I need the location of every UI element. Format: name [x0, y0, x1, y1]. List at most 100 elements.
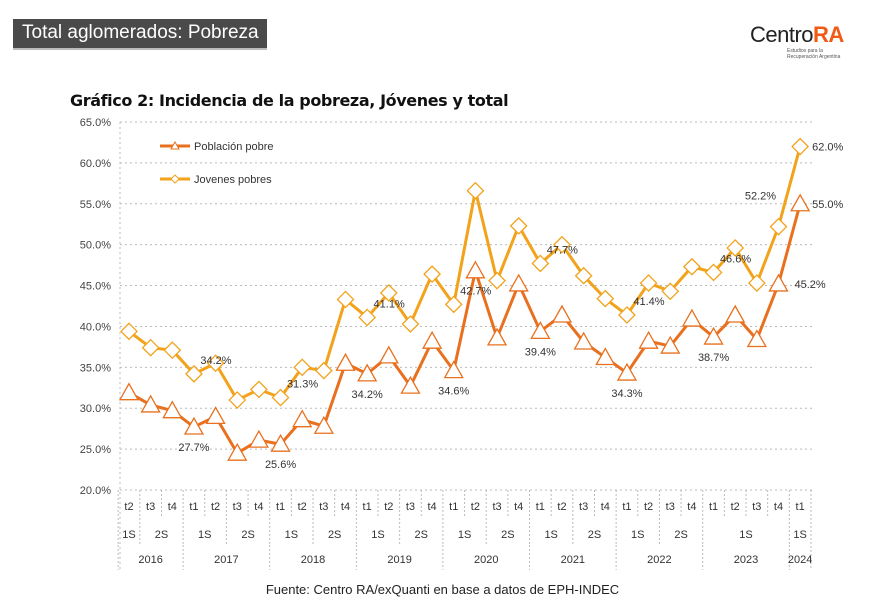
- year-label: 2017: [214, 554, 238, 566]
- data-point-jovenes-pobres: [596, 289, 615, 308]
- semester-label: 1S: [458, 529, 471, 541]
- data-label-poblacion-pobre: 34.3%: [611, 388, 642, 400]
- logo-tagline: Recuperación Argentina: [787, 54, 841, 60]
- data-point-poblacion-pobre: [248, 429, 270, 448]
- data-label-jovenes-pobres: 46.6%: [720, 253, 751, 265]
- data-label-poblacion-pobre: 55.0%: [812, 199, 843, 211]
- data-point-poblacion-pobre: [292, 409, 313, 428]
- data-point-poblacion-pobre: [162, 400, 183, 419]
- data-point-jovenes-pobres: [163, 341, 182, 360]
- y-tick-label: 65.0%: [80, 117, 111, 129]
- y-tick-label: 55.0%: [80, 199, 111, 211]
- quarter-label: t2: [211, 501, 220, 513]
- quarter-label: t1: [363, 501, 372, 513]
- quarter-label: t3: [752, 501, 761, 513]
- y-tick-label: 25.0%: [80, 444, 111, 456]
- data-point-poblacion-pobre: [313, 415, 334, 434]
- data-point-poblacion-pobre: [725, 304, 746, 323]
- data-point-jovenes-pobres: [120, 322, 138, 341]
- data-point-jovenes-pobres: [249, 380, 268, 399]
- semester-label: 2S: [588, 529, 601, 541]
- quarter-label: t3: [406, 501, 415, 513]
- data-point-poblacion-pobre: [357, 363, 378, 382]
- quarter-label: t2: [557, 501, 566, 513]
- quarter-label: t1: [796, 501, 805, 513]
- quarter-label: t2: [731, 501, 740, 513]
- legend-label-jovenes-pobres: Jovenes pobres: [194, 174, 272, 186]
- data-point-poblacion-pobre: [703, 326, 724, 345]
- section-banner: Total aglomerados: Pobreza: [13, 19, 267, 50]
- quarter-label: t4: [341, 501, 350, 513]
- data-point-jovenes-pobres: [271, 388, 290, 407]
- data-label-poblacion-pobre: 38.7%: [698, 352, 729, 364]
- data-point-poblacion-pobre: [681, 308, 703, 327]
- semester-label: 1S: [631, 529, 644, 541]
- data-point-poblacion-pobre: [746, 329, 767, 348]
- data-point-jovenes-pobres: [444, 295, 463, 314]
- data-point-poblacion-pobre: [790, 193, 811, 212]
- data-point-jovenes-pobres: [769, 217, 788, 236]
- semester-label: 1S: [285, 529, 298, 541]
- data-point-poblacion-pobre: [118, 382, 140, 401]
- quarter-label: t3: [233, 501, 242, 513]
- year-label: 2016: [138, 554, 162, 566]
- data-label-jovenes-pobres: 62.0%: [812, 142, 843, 154]
- data-point-jovenes-pobres: [726, 239, 745, 257]
- data-point-poblacion-pobre: [400, 375, 421, 394]
- data-point-poblacion-pobre: [205, 406, 226, 425]
- y-tick-label: 45.0%: [80, 281, 111, 293]
- y-tick-label: 60.0%: [80, 158, 111, 170]
- quarter-label: t3: [666, 501, 675, 513]
- data-point-poblacion-pobre: [768, 273, 789, 292]
- data-label-poblacion-pobre: 45.2%: [795, 279, 826, 291]
- data-label-jovenes-pobres: 31.3%: [287, 379, 318, 391]
- chart-title: Gráfico 2: Incidencia de la pobreza, Jóv…: [70, 91, 509, 110]
- data-point-jovenes-pobres: [488, 271, 506, 290]
- year-label: 2022: [647, 554, 671, 566]
- legend-marker-jovenes-pobres: [170, 174, 180, 184]
- year-label: 2023: [734, 554, 758, 566]
- data-point-poblacion-pobre: [335, 352, 356, 371]
- y-tick-label: 40.0%: [80, 321, 111, 333]
- quarter-label: t2: [298, 501, 307, 513]
- data-point-poblacion-pobre: [378, 345, 399, 364]
- semester-label: 1S: [544, 529, 557, 541]
- centro-ra-logo: CentroRA Estudios para la Recuperación A…: [750, 22, 870, 68]
- data-point-jovenes-pobres: [228, 391, 247, 409]
- data-label-poblacion-pobre: 25.6%: [265, 459, 296, 471]
- semester-label: 1S: [739, 529, 752, 541]
- quarter-label: t1: [622, 501, 631, 513]
- data-point-jovenes-pobres: [682, 257, 701, 276]
- legend-label-poblacion-pobre: Población pobre: [194, 141, 274, 153]
- data-point-poblacion-pobre: [551, 304, 573, 323]
- year-label: 2020: [474, 554, 498, 566]
- data-point-poblacion-pobre: [530, 321, 551, 340]
- data-point-poblacion-pobre: [140, 394, 161, 413]
- quarter-label: t1: [189, 501, 198, 513]
- data-point-poblacion-pobre: [508, 273, 529, 292]
- quarter-label: t4: [601, 501, 610, 513]
- data-point-poblacion-pobre: [660, 335, 681, 354]
- data-point-jovenes-pobres: [791, 137, 810, 156]
- logo-tagline: Estudios para la: [787, 48, 823, 54]
- quarter-label: t4: [514, 501, 523, 513]
- data-point-jovenes-pobres: [358, 308, 377, 327]
- quarter-label: t3: [146, 501, 155, 513]
- data-point-jovenes-pobres: [531, 254, 550, 273]
- data-label-jovenes-pobres: 41.1%: [374, 298, 405, 310]
- y-tick-label: 35.0%: [80, 362, 111, 374]
- data-label-jovenes-pobres: 42.7%: [460, 285, 491, 297]
- semester-label: 2S: [328, 529, 341, 541]
- data-point-jovenes-pobres: [553, 235, 571, 254]
- semester-label: 2S: [415, 529, 428, 541]
- quarter-label: t4: [168, 501, 177, 513]
- data-point-jovenes-pobres: [704, 263, 723, 282]
- semester-label: 2S: [501, 529, 514, 541]
- semester-label: 1S: [122, 529, 135, 541]
- quarter-label: t3: [579, 501, 588, 513]
- data-point-poblacion-pobre: [421, 330, 443, 349]
- y-tick-label: 50.0%: [80, 240, 111, 252]
- data-label-poblacion-pobre: 34.2%: [352, 389, 383, 401]
- semester-label: 2S: [155, 529, 168, 541]
- data-point-jovenes-pobres: [574, 266, 593, 285]
